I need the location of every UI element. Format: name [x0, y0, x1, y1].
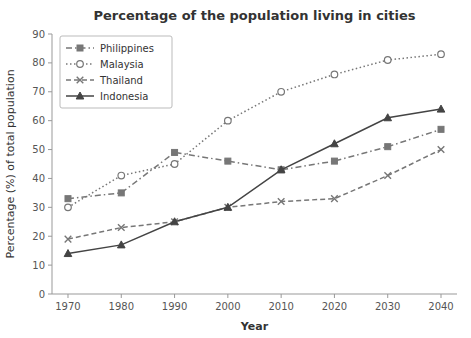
y-tick — [48, 91, 52, 92]
legend-marker — [77, 77, 84, 84]
legend-box — [60, 36, 172, 108]
x-tick — [174, 294, 175, 298]
point — [438, 146, 445, 153]
point — [384, 114, 392, 121]
legend-label: Indonesia — [100, 91, 148, 102]
y-tick — [48, 34, 52, 35]
legend-label: Thailand — [99, 75, 143, 86]
y-tick — [48, 178, 52, 179]
x-tick-label: 2030 — [375, 301, 400, 312]
series-line — [68, 54, 441, 207]
point — [331, 195, 338, 202]
series-line — [68, 150, 441, 240]
y-axis — [52, 34, 53, 294]
y-tick — [48, 294, 52, 295]
x-tick — [281, 294, 282, 298]
chart: Percentage of the population living in c… — [0, 0, 471, 338]
point — [278, 88, 285, 95]
x-tick — [227, 294, 228, 298]
point — [384, 57, 391, 64]
y-tick-label: 80 — [32, 57, 45, 68]
x-tick — [67, 294, 68, 298]
y-tick — [48, 265, 52, 266]
y-tick-label: 20 — [32, 231, 45, 242]
x-tick-label: 2000 — [215, 301, 240, 312]
point — [171, 218, 179, 225]
y-tick-label: 50 — [32, 144, 45, 155]
y-tick-label: 30 — [32, 202, 45, 213]
point — [438, 51, 445, 58]
y-tick-label: 40 — [32, 173, 45, 184]
point — [331, 71, 338, 78]
y-tick — [48, 149, 52, 150]
y-tick — [48, 62, 52, 63]
title: Percentage of the population living in c… — [93, 8, 415, 23]
x-tick-label: 1970 — [55, 301, 80, 312]
point — [225, 117, 232, 124]
point — [278, 198, 285, 205]
point — [384, 172, 391, 179]
series-line — [68, 109, 441, 253]
point — [331, 140, 339, 147]
x-axis — [52, 294, 457, 295]
point — [65, 236, 72, 243]
legend-marker — [77, 61, 84, 68]
point — [278, 167, 284, 173]
y-tick — [48, 236, 52, 237]
y-axis-label: Percentage (%) of total population — [4, 69, 17, 258]
y-tick — [48, 120, 52, 121]
point — [225, 158, 231, 164]
y-tick-label: 70 — [32, 86, 45, 97]
y-tick-label: 60 — [32, 115, 45, 126]
x-tick-label: 1990 — [162, 301, 187, 312]
point — [117, 241, 125, 248]
point — [171, 218, 178, 225]
legend-label: Philippines — [100, 43, 154, 54]
point — [64, 250, 72, 257]
point — [438, 126, 444, 132]
point — [118, 224, 125, 231]
point — [65, 196, 71, 202]
point — [331, 158, 337, 164]
point — [172, 149, 178, 155]
y-tick — [48, 207, 52, 208]
x-tick-label: 2040 — [428, 301, 453, 312]
legend: Philippines Malaysia Thailand Indonesia — [60, 36, 172, 108]
y-tick-label: 90 — [32, 29, 45, 40]
plot-area — [64, 51, 445, 257]
x-tick — [387, 294, 388, 298]
point — [118, 172, 125, 179]
legend-marker — [77, 45, 83, 51]
point — [385, 144, 391, 150]
x-tick-label: 2020 — [322, 301, 347, 312]
y-tick-label: 10 — [32, 260, 45, 271]
point — [171, 161, 178, 168]
legend-label: Malaysia — [100, 59, 144, 70]
x-tick — [121, 294, 122, 298]
point — [65, 204, 72, 211]
point — [118, 190, 124, 196]
point — [277, 166, 285, 173]
x-tick — [334, 294, 335, 298]
point — [437, 105, 445, 112]
x-tick — [441, 294, 442, 298]
legend-marker — [76, 92, 84, 99]
x-axis-label: Year — [240, 320, 269, 333]
y-tick-label: 0 — [39, 289, 45, 300]
x-tick-label: 1980 — [109, 301, 134, 312]
point — [224, 203, 232, 210]
x-tick-label: 2010 — [268, 301, 293, 312]
background — [0, 0, 471, 338]
